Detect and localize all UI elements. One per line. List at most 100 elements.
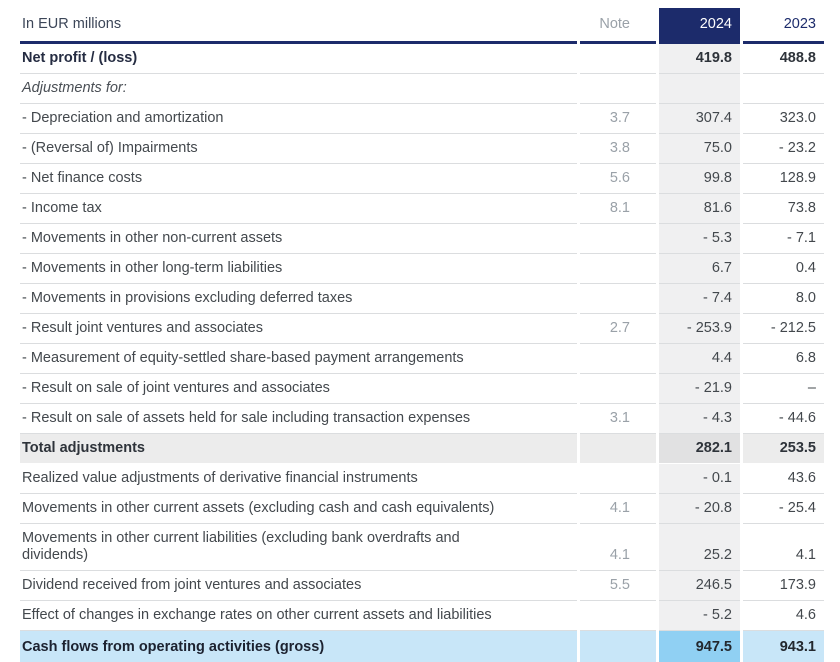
table-row: Realized value adjustments of derivative…: [20, 464, 824, 494]
value-2024-cell: - 5.2: [659, 601, 740, 631]
note-cell: [580, 344, 656, 374]
table-row: Cash flows from operating activities (gr…: [20, 631, 824, 662]
value-2024-cell: 947.5: [659, 631, 740, 662]
table-row: - Result on sale of assets held for sale…: [20, 404, 824, 434]
value-2024-cell: - 253.9: [659, 314, 740, 344]
table-row: - Net finance costs 5.6 99.8 128.9: [20, 164, 824, 194]
table-row: - Income tax 8.1 81.6 73.8: [20, 194, 824, 224]
row-label-cell: Total adjustments: [20, 434, 577, 464]
value-2024-cell: 75.0: [659, 134, 740, 164]
value-2023-cell: - 7.1: [743, 224, 824, 254]
value-2023-cell: 4.1: [743, 524, 824, 571]
row-label-cell: - Result on sale of joint ventures and a…: [20, 374, 577, 404]
row-label-cell: Net profit / (loss): [20, 44, 577, 74]
table-row: Movements in other current assets (exclu…: [20, 494, 824, 524]
value-2023-cell: 253.5: [743, 434, 824, 464]
value-2023-cell: 43.6: [743, 464, 824, 494]
row-label-cell: Movements in other current assets (exclu…: [20, 494, 577, 524]
value-2023-cell: - 212.5: [743, 314, 824, 344]
value-2023-cell: 73.8: [743, 194, 824, 224]
note-cell: [580, 631, 656, 662]
row-label-cell: - Movements in other long-term liabiliti…: [20, 254, 577, 284]
table-row: Net profit / (loss) 419.8 488.8: [20, 44, 824, 74]
row-label-cell: - Depreciation and amortization: [20, 104, 577, 134]
value-2023-cell: 6.8: [743, 344, 824, 374]
value-2024-cell: 6.7: [659, 254, 740, 284]
value-2023-cell: 943.1: [743, 631, 824, 662]
row-label-cell: - Movements in provisions excluding defe…: [20, 284, 577, 314]
table-row: - Movements in other long-term liabiliti…: [20, 254, 824, 284]
cash-flow-table: In EUR millions Note 2024 2023 Net profi…: [17, 8, 827, 662]
note-cell: 3.7: [580, 104, 656, 134]
row-label-cell: Dividend received from joint ventures an…: [20, 571, 577, 601]
row-label-cell: - Measurement of equity-settled share-ba…: [20, 344, 577, 374]
value-2023-cell: 173.9: [743, 571, 824, 601]
note-cell: [580, 74, 656, 104]
row-label-cell: - Movements in other non-current assets: [20, 224, 577, 254]
value-2023-cell: 323.0: [743, 104, 824, 134]
note-cell: 2.7: [580, 314, 656, 344]
note-cell: 5.6: [580, 164, 656, 194]
value-2023-cell: - 23.2: [743, 134, 824, 164]
row-label-cell: Adjustments for:: [20, 74, 577, 104]
value-2024-cell: 307.4: [659, 104, 740, 134]
value-2023-cell: 488.8: [743, 44, 824, 74]
note-cell: 3.8: [580, 134, 656, 164]
note-cell: [580, 44, 656, 74]
value-2024-cell: 99.8: [659, 164, 740, 194]
table-row: - Movements in provisions excluding defe…: [20, 284, 824, 314]
table-row: - Depreciation and amortization 3.7 307.4 3…: [20, 104, 824, 134]
value-2024-cell: - 4.3: [659, 404, 740, 434]
table-row: - Movements in other non-current assets -…: [20, 224, 824, 254]
value-2023-cell: 128.9: [743, 164, 824, 194]
value-2024-cell: - 7.4: [659, 284, 740, 314]
note-cell: [580, 601, 656, 631]
note-cell: 5.5: [580, 571, 656, 601]
table-row: Adjustments for:: [20, 74, 824, 104]
value-2024-cell: 81.6: [659, 194, 740, 224]
unit-label: In EUR millions: [20, 8, 577, 44]
value-2024-cell: 246.5: [659, 571, 740, 601]
value-2024-cell: 4.4: [659, 344, 740, 374]
value-2024-cell: - 5.3: [659, 224, 740, 254]
table-header-row: In EUR millions Note 2024 2023: [20, 8, 824, 44]
note-cell: [580, 224, 656, 254]
value-2024-cell: 282.1: [659, 434, 740, 464]
value-2024-cell: [659, 74, 740, 104]
value-2024-cell: - 0.1: [659, 464, 740, 494]
value-2023-cell: - 44.6: [743, 404, 824, 434]
year-2023-column-header: 2023: [743, 8, 824, 44]
row-label-cell: Effect of changes in exchange rates on o…: [20, 601, 577, 631]
value-2023-cell: 0.4: [743, 254, 824, 284]
value-2023-cell: - 25.4: [743, 494, 824, 524]
note-cell: 8.1: [580, 194, 656, 224]
value-2023-cell: 8.0: [743, 284, 824, 314]
value-2023-cell: [743, 74, 824, 104]
table-row: Effect of changes in exchange rates on o…: [20, 601, 824, 631]
table-row: Dividend received from joint ventures an…: [20, 571, 824, 601]
row-label-cell: - Result on sale of assets held for sale…: [20, 404, 577, 434]
note-cell: 4.1: [580, 494, 656, 524]
table-row: - Result on sale of joint ventures and a…: [20, 374, 824, 404]
table-row: - Measurement of equity-settled share-ba…: [20, 344, 824, 374]
table-row: - Result joint ventures and associates 2.…: [20, 314, 824, 344]
value-2024-cell: - 20.8: [659, 494, 740, 524]
note-cell: [580, 374, 656, 404]
row-label-cell: Cash flows from operating activities (gr…: [20, 631, 577, 662]
value-2023-cell: –: [743, 374, 824, 404]
table-body: Net profit / (loss) 419.8 488.8 Adjustments…: [20, 44, 824, 662]
note-cell: 4.1: [580, 524, 656, 571]
row-label-cell: - Result joint ventures and associates: [20, 314, 577, 344]
row-label-cell: - (Reversal of) Impairments: [20, 134, 577, 164]
value-2024-cell: 419.8: [659, 44, 740, 74]
note-cell: [580, 254, 656, 284]
row-label-cell: Realized value adjustments of derivative…: [20, 464, 577, 494]
row-label-cell: Movements in other current liabilities (…: [20, 524, 577, 571]
note-cell: 3.1: [580, 404, 656, 434]
value-2024-cell: 25.2: [659, 524, 740, 571]
row-label-cell: - Net finance costs: [20, 164, 577, 194]
note-cell: [580, 284, 656, 314]
table-row: Total adjustments 282.1 253.5: [20, 434, 824, 464]
note-column-header: Note: [580, 8, 656, 44]
